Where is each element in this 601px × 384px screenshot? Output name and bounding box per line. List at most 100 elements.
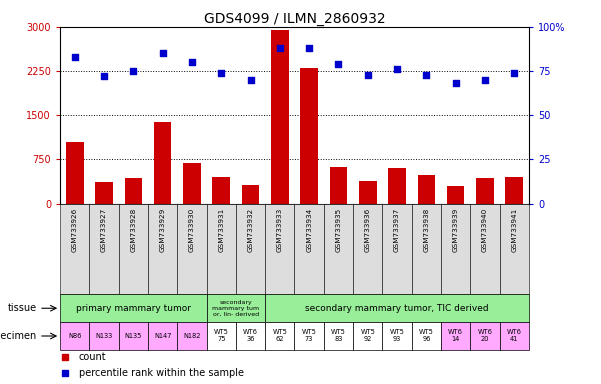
Bar — [418, 175, 435, 204]
Text: N135: N135 — [124, 333, 142, 339]
Bar — [66, 142, 84, 204]
Bar — [177, 204, 207, 295]
Bar — [265, 295, 529, 322]
Bar — [60, 322, 90, 350]
Bar — [242, 185, 260, 204]
Text: WT5
83: WT5 83 — [331, 329, 346, 343]
Bar — [470, 322, 499, 350]
Bar — [118, 204, 148, 295]
Bar — [294, 204, 324, 295]
Bar — [324, 322, 353, 350]
Bar — [470, 204, 499, 295]
Bar — [177, 322, 207, 350]
Bar — [124, 178, 142, 204]
Bar — [476, 178, 493, 204]
Bar — [148, 204, 177, 295]
Text: WT6
20: WT6 20 — [477, 329, 492, 343]
Text: GSM733929: GSM733929 — [160, 208, 166, 252]
Text: GSM733937: GSM733937 — [394, 208, 400, 252]
Text: GSM733934: GSM733934 — [306, 208, 312, 252]
Bar — [207, 295, 265, 322]
Point — [451, 80, 460, 86]
Bar — [359, 181, 376, 204]
Bar — [236, 204, 265, 295]
Text: GSM733932: GSM733932 — [248, 208, 254, 252]
Text: GSM733926: GSM733926 — [72, 208, 78, 252]
Bar — [353, 322, 382, 350]
Text: GSM733935: GSM733935 — [335, 208, 341, 252]
Bar — [329, 167, 347, 204]
Bar — [412, 204, 441, 295]
Bar — [90, 322, 119, 350]
Text: secondary mammary tumor, TIC derived: secondary mammary tumor, TIC derived — [305, 304, 489, 313]
Bar — [441, 322, 470, 350]
Text: WT5
92: WT5 92 — [360, 329, 375, 343]
Bar — [118, 322, 148, 350]
Text: GSM733931: GSM733931 — [218, 208, 224, 252]
Text: GSM733936: GSM733936 — [365, 208, 371, 252]
Point — [70, 54, 79, 60]
Bar — [441, 204, 470, 295]
Bar — [324, 204, 353, 295]
Point — [216, 70, 226, 76]
Point — [158, 50, 168, 56]
Text: GSM733928: GSM733928 — [130, 208, 136, 252]
Text: GSM733938: GSM733938 — [423, 208, 429, 252]
Text: tissue: tissue — [8, 303, 37, 313]
Bar — [154, 122, 171, 204]
Bar — [382, 204, 412, 295]
Text: WT5
62: WT5 62 — [272, 329, 287, 343]
Title: GDS4099 / ILMN_2860932: GDS4099 / ILMN_2860932 — [204, 12, 385, 26]
Text: GSM733941: GSM733941 — [511, 208, 517, 252]
Point — [480, 77, 490, 83]
Bar — [207, 204, 236, 295]
Bar — [388, 167, 406, 204]
Bar — [95, 182, 113, 204]
Bar — [60, 295, 207, 322]
Text: WT6
14: WT6 14 — [448, 329, 463, 343]
Bar — [207, 322, 236, 350]
Text: N133: N133 — [96, 333, 112, 339]
Point — [392, 66, 402, 72]
Bar — [499, 322, 529, 350]
Bar — [265, 204, 294, 295]
Text: GSM733927: GSM733927 — [101, 208, 107, 252]
Text: specimen: specimen — [0, 331, 37, 341]
Point — [304, 45, 314, 51]
Bar — [499, 204, 529, 295]
Bar — [60, 204, 90, 295]
Bar — [213, 177, 230, 204]
Text: GSM733939: GSM733939 — [453, 208, 459, 252]
Text: N147: N147 — [154, 333, 171, 339]
Point — [129, 68, 138, 74]
Bar — [236, 322, 265, 350]
Point — [510, 70, 519, 76]
Bar — [90, 204, 119, 295]
Text: GSM733930: GSM733930 — [189, 208, 195, 252]
Text: N182: N182 — [183, 333, 201, 339]
Bar — [300, 68, 318, 204]
Text: secondary
mammary tum
or, lin- derived: secondary mammary tum or, lin- derived — [212, 300, 260, 316]
Point — [363, 71, 373, 78]
Point — [334, 61, 343, 67]
Bar — [148, 322, 177, 350]
Point — [421, 71, 431, 78]
Text: primary mammary tumor: primary mammary tumor — [76, 304, 191, 313]
Bar — [265, 322, 294, 350]
Bar — [183, 164, 201, 204]
Bar — [505, 177, 523, 204]
Bar — [271, 30, 288, 204]
Bar — [382, 322, 412, 350]
Bar — [353, 204, 382, 295]
Text: WT5
93: WT5 93 — [389, 329, 404, 343]
Text: WT6
36: WT6 36 — [243, 329, 258, 343]
Point — [246, 77, 255, 83]
Text: count: count — [79, 353, 106, 362]
Text: WT5
96: WT5 96 — [419, 329, 434, 343]
Point — [187, 59, 197, 65]
Bar — [294, 322, 324, 350]
Point — [99, 73, 109, 79]
Point — [275, 45, 285, 51]
Text: GSM733940: GSM733940 — [482, 208, 488, 252]
Bar — [447, 187, 465, 204]
